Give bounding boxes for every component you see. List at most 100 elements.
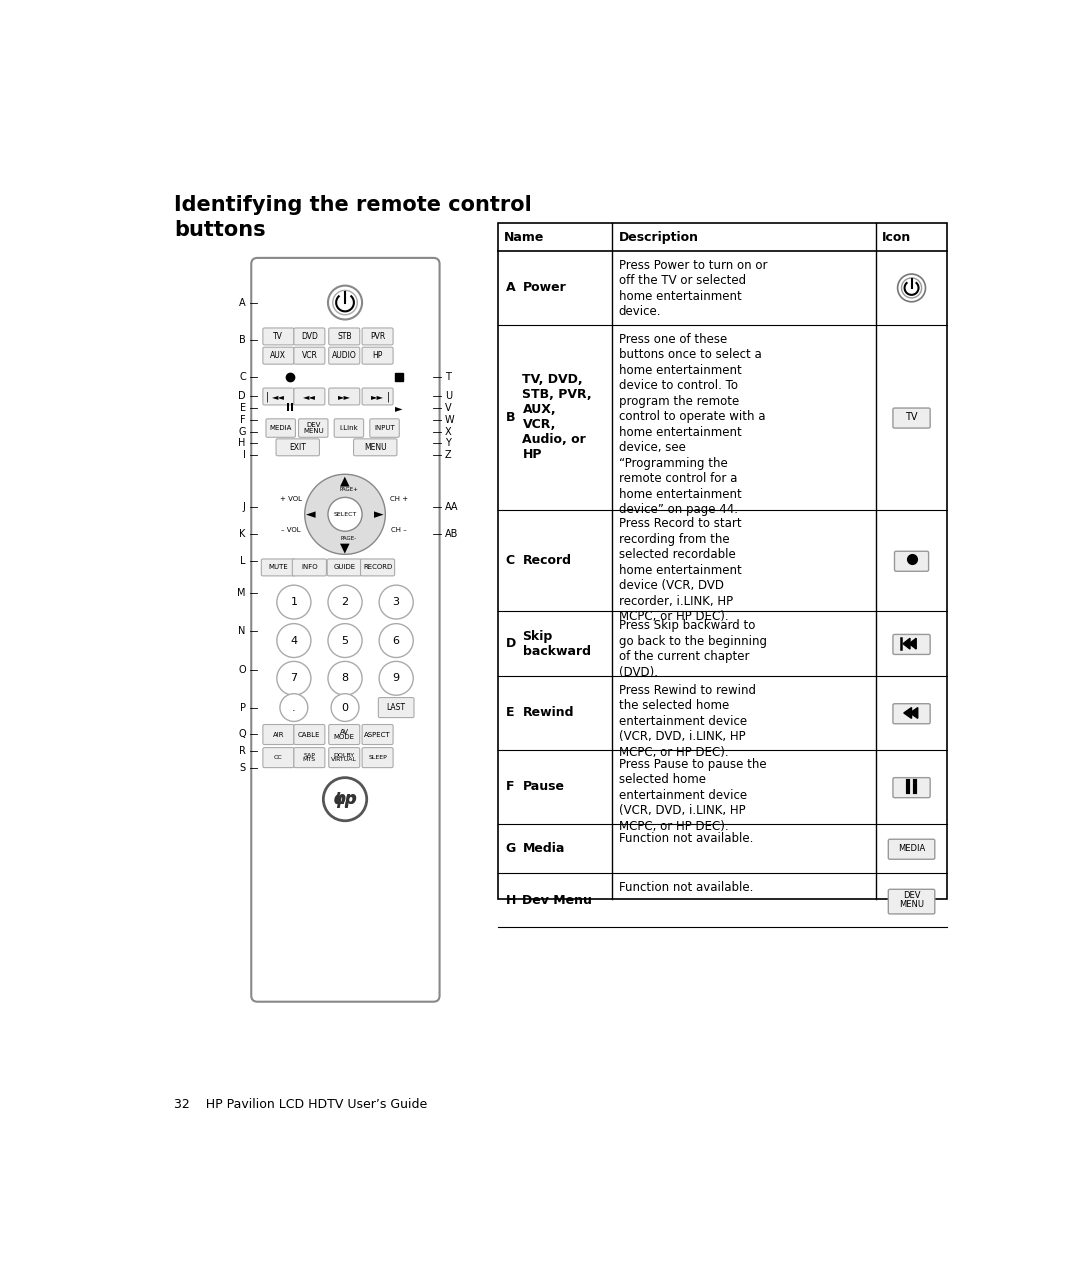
Text: M: M [238,588,246,598]
Circle shape [276,585,311,618]
Text: AUDIO: AUDIO [332,352,356,361]
Text: B: B [239,334,246,344]
FancyBboxPatch shape [328,389,360,405]
Text: CH +: CH + [390,495,408,502]
Text: T: T [445,372,450,382]
Circle shape [276,624,311,658]
Text: K: K [240,528,246,538]
FancyBboxPatch shape [362,748,393,767]
Text: CC: CC [274,756,283,761]
Text: Function not available.: Function not available. [619,881,753,894]
Text: Press Skip backward to
go back to the beginning
of the current chapter
(DVD).: Press Skip backward to go back to the be… [619,618,767,678]
Text: C: C [239,372,246,382]
Text: DOLBY
VIRTUAL: DOLBY VIRTUAL [332,753,357,762]
FancyBboxPatch shape [353,439,397,456]
Circle shape [328,498,362,531]
Text: – VOL: – VOL [281,527,300,532]
Circle shape [328,585,362,618]
Text: RECORD: RECORD [363,564,392,570]
Text: R: R [239,747,246,757]
Text: Press Record to start
recording from the
selected recordable
home entertainment
: Press Record to start recording from the… [619,517,741,624]
Text: E: E [240,403,246,413]
Text: Icon: Icon [882,231,912,244]
FancyBboxPatch shape [262,328,294,345]
Text: ◄◄: ◄◄ [272,392,285,401]
FancyBboxPatch shape [252,258,440,1002]
Text: AB: AB [445,528,458,538]
Text: 32    HP Pavilion LCD HDTV User’s Guide: 32 HP Pavilion LCD HDTV User’s Guide [174,1099,427,1111]
Text: TV: TV [905,413,918,423]
Circle shape [333,291,357,315]
Text: Name: Name [504,231,544,244]
FancyBboxPatch shape [328,724,360,744]
Text: C: C [505,554,514,566]
Text: D: D [505,638,516,650]
Text: N: N [239,626,246,636]
Text: A: A [239,297,246,307]
Text: Rewind: Rewind [523,706,573,720]
Text: PAGE-: PAGE- [341,536,357,541]
FancyBboxPatch shape [294,347,325,364]
Text: 4: 4 [291,635,297,645]
Text: MENU: MENU [364,443,387,452]
Circle shape [379,585,414,618]
Text: ASPECT: ASPECT [364,732,391,738]
Text: Function not available.: Function not available. [619,832,753,845]
Text: AA: AA [445,502,459,512]
Circle shape [305,474,386,554]
Text: SLEEP: SLEEP [368,756,387,761]
FancyBboxPatch shape [294,724,325,744]
Text: Skip
backward: Skip backward [523,630,591,658]
Circle shape [276,662,311,695]
FancyBboxPatch shape [369,419,400,437]
Text: Press Rewind to rewind
the selected home
entertainment device
(VCR, DVD, i.LINK,: Press Rewind to rewind the selected home… [619,683,756,758]
Text: CABLE: CABLE [298,732,321,738]
Text: CH –: CH – [391,527,407,532]
Text: DVD: DVD [301,331,318,340]
Circle shape [902,278,921,298]
Text: ▲: ▲ [340,474,350,486]
Text: H: H [505,894,516,907]
Text: VCR: VCR [301,352,318,361]
Text: PAGE+: PAGE+ [339,488,359,493]
Text: |: | [387,391,390,401]
Text: Identifying the remote control
buttons: Identifying the remote control buttons [174,194,531,240]
Text: ►►: ►► [372,392,384,401]
Text: INFO: INFO [301,564,318,570]
Text: W: W [445,415,455,425]
Text: MUTE: MUTE [269,564,288,570]
Text: STB: STB [337,331,351,340]
Text: MEDIA: MEDIA [270,425,292,431]
Circle shape [328,662,362,695]
Text: B: B [505,410,515,424]
Text: INPUT: INPUT [374,425,395,431]
Text: GUIDE: GUIDE [334,564,355,570]
Text: J: J [243,502,246,512]
Text: Y: Y [445,438,450,448]
Text: 5: 5 [341,635,349,645]
Text: V: V [445,403,451,413]
FancyBboxPatch shape [893,408,930,428]
Text: 0: 0 [341,702,349,712]
Circle shape [328,286,362,320]
Text: Press one of these
buttons once to select a
home entertainment
device to control: Press one of these buttons once to selec… [619,333,765,516]
Text: D: D [239,391,246,401]
Polygon shape [904,707,912,719]
Text: DEV
MENU: DEV MENU [899,890,924,909]
Text: S: S [240,763,246,773]
Polygon shape [903,639,910,649]
Polygon shape [910,707,918,719]
Text: P: P [240,702,246,712]
Text: E: E [505,706,514,720]
FancyBboxPatch shape [262,389,294,405]
Text: Description: Description [619,231,699,244]
FancyBboxPatch shape [262,724,294,744]
Text: TV: TV [273,331,283,340]
Text: L: L [241,555,246,565]
FancyBboxPatch shape [328,347,360,364]
Text: ►: ► [395,403,402,413]
Text: X: X [445,427,451,437]
Circle shape [332,693,359,721]
Text: Media: Media [523,842,565,855]
FancyBboxPatch shape [361,559,394,575]
